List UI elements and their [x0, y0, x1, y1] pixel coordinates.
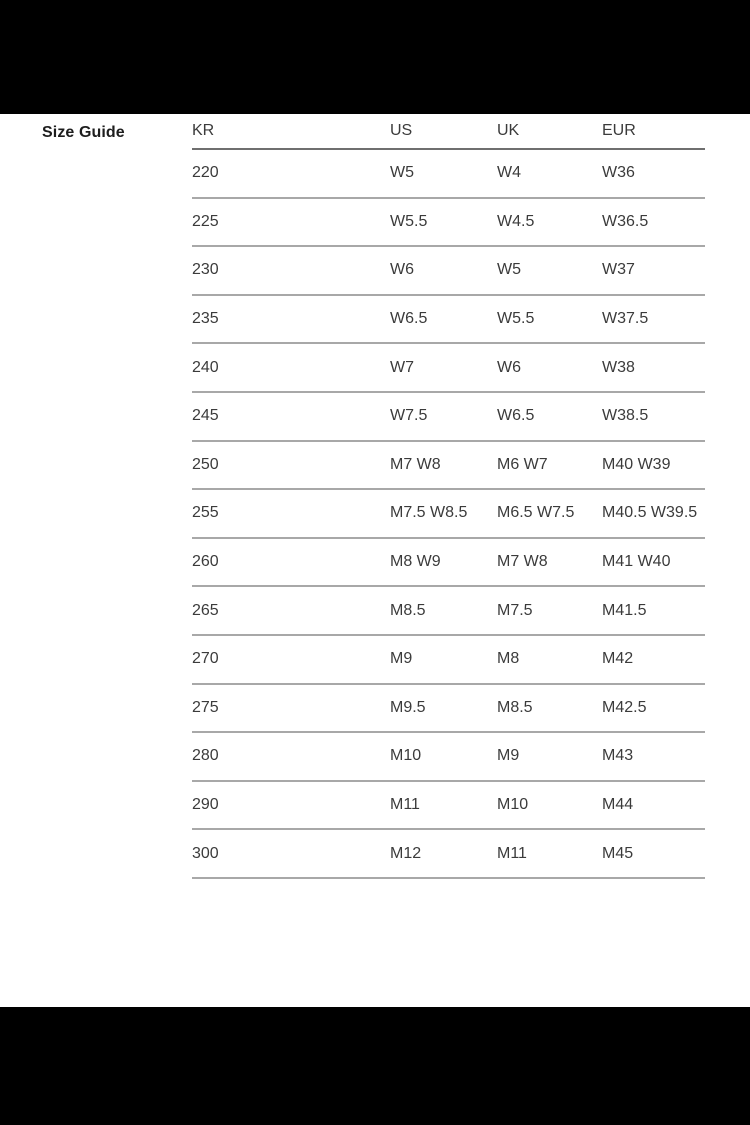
- size-cell: 290: [192, 780, 390, 831]
- size-cell: 260: [192, 537, 390, 588]
- size-cell: W7: [390, 343, 497, 393]
- table-row: 220 W5 W4 W36: [192, 149, 705, 199]
- size-cell: 300: [192, 829, 390, 879]
- size-cell: M45: [602, 829, 705, 879]
- size-cell: M11: [390, 780, 497, 831]
- size-cell: W6.5: [390, 294, 497, 345]
- size-cell: W4.5: [497, 197, 602, 248]
- table-row: 245 W7.5 W6.5 W38.5: [192, 391, 705, 442]
- size-cell: M8.5: [497, 683, 602, 734]
- size-cell: M8: [497, 634, 602, 685]
- size-cell: 275: [192, 683, 390, 734]
- table-row: 265 M8.5 M7.5 M41.5: [192, 586, 705, 636]
- table-row: 290 M11 M10 M44: [192, 780, 705, 831]
- size-cell: 220: [192, 149, 390, 199]
- size-cell: M40.5 W39.5: [602, 489, 705, 539]
- table-row: 235 W6.5 W5.5 W37.5: [192, 294, 705, 345]
- size-cell: M11: [497, 829, 602, 879]
- size-cell: M10: [497, 780, 602, 831]
- size-cell: 230: [192, 246, 390, 296]
- size-cell: M40 W39: [602, 440, 705, 491]
- size-cell: W5.5: [497, 294, 602, 345]
- size-table-header-row: KR US UK EUR: [192, 114, 705, 150]
- size-cell: 250: [192, 440, 390, 491]
- size-cell: W37.5: [602, 294, 705, 345]
- table-row: 255 M7.5 W8.5 M6.5 W7.5 M40.5 W39.5: [192, 489, 705, 539]
- size-cell: W36: [602, 149, 705, 199]
- table-row: 225 W5.5 W4.5 W36.5: [192, 197, 705, 248]
- size-cell: W38: [602, 343, 705, 393]
- size-cell: M9: [390, 634, 497, 685]
- size-table: KR US UK EUR 220 W5 W4 W36 225 W5.5 W4.5 W36.5 230 W…: [192, 114, 705, 879]
- size-cell: 280: [192, 732, 390, 782]
- size-cell: M9.5: [390, 683, 497, 734]
- size-cell: W7.5: [390, 391, 497, 442]
- size-cell: W6.5: [497, 391, 602, 442]
- size-table-column-header: EUR: [602, 114, 705, 150]
- size-cell: M8 W9: [390, 537, 497, 588]
- bottom-letterbox-bar: [0, 1007, 750, 1125]
- table-row: 275 M9.5 M8.5 M42.5: [192, 683, 705, 734]
- size-cell: W5: [390, 149, 497, 199]
- table-row: 260 M8 W9 M7 W8 M41 W40: [192, 537, 705, 588]
- table-row: 280 M10 M9 M43: [192, 732, 705, 782]
- size-table-column-header: US: [390, 114, 497, 150]
- size-cell: W5.5: [390, 197, 497, 248]
- size-guide-label: Size Guide: [42, 124, 125, 141]
- size-table-column-header: KR: [192, 114, 390, 150]
- table-row: 240 W7 W6 W38: [192, 343, 705, 393]
- size-cell: 240: [192, 343, 390, 393]
- size-cell: M7 W8: [390, 440, 497, 491]
- size-cell: M44: [602, 780, 705, 831]
- size-cell: M43: [602, 732, 705, 782]
- size-cell: W36.5: [602, 197, 705, 248]
- size-cell: M6.5 W7.5: [497, 489, 602, 539]
- size-table-body: 220 W5 W4 W36 225 W5.5 W4.5 W36.5 230 W6 W5 W37 235 W…: [192, 149, 705, 879]
- size-cell: M7.5 W8.5: [390, 489, 497, 539]
- size-table-column-header: UK: [497, 114, 602, 150]
- table-row: 230 W6 W5 W37: [192, 246, 705, 296]
- size-cell: M6 W7: [497, 440, 602, 491]
- size-cell: M41 W40: [602, 537, 705, 588]
- size-cell: M42.5: [602, 683, 705, 734]
- size-cell: 265: [192, 586, 390, 636]
- size-cell: W6: [390, 246, 497, 296]
- size-cell: M12: [390, 829, 497, 879]
- size-cell: M7 W8: [497, 537, 602, 588]
- size-cell: W6: [497, 343, 602, 393]
- size-cell: M42: [602, 634, 705, 685]
- size-cell: W38.5: [602, 391, 705, 442]
- size-cell: 225: [192, 197, 390, 248]
- size-cell: 235: [192, 294, 390, 345]
- table-row: 250 M7 W8 M6 W7 M40 W39: [192, 440, 705, 491]
- size-cell: M8.5: [390, 586, 497, 636]
- size-cell: M7.5: [497, 586, 602, 636]
- size-cell: W5: [497, 246, 602, 296]
- size-cell: W37: [602, 246, 705, 296]
- table-row: 300 M12 M11 M45: [192, 829, 705, 879]
- size-cell: W4: [497, 149, 602, 199]
- size-cell: 270: [192, 634, 390, 685]
- size-cell: 245: [192, 391, 390, 442]
- size-cell: M9: [497, 732, 602, 782]
- size-cell: M41.5: [602, 586, 705, 636]
- top-letterbox-bar: [0, 0, 750, 114]
- size-cell: M10: [390, 732, 497, 782]
- table-row: 270 M9 M8 M42: [192, 634, 705, 685]
- size-cell: 255: [192, 489, 390, 539]
